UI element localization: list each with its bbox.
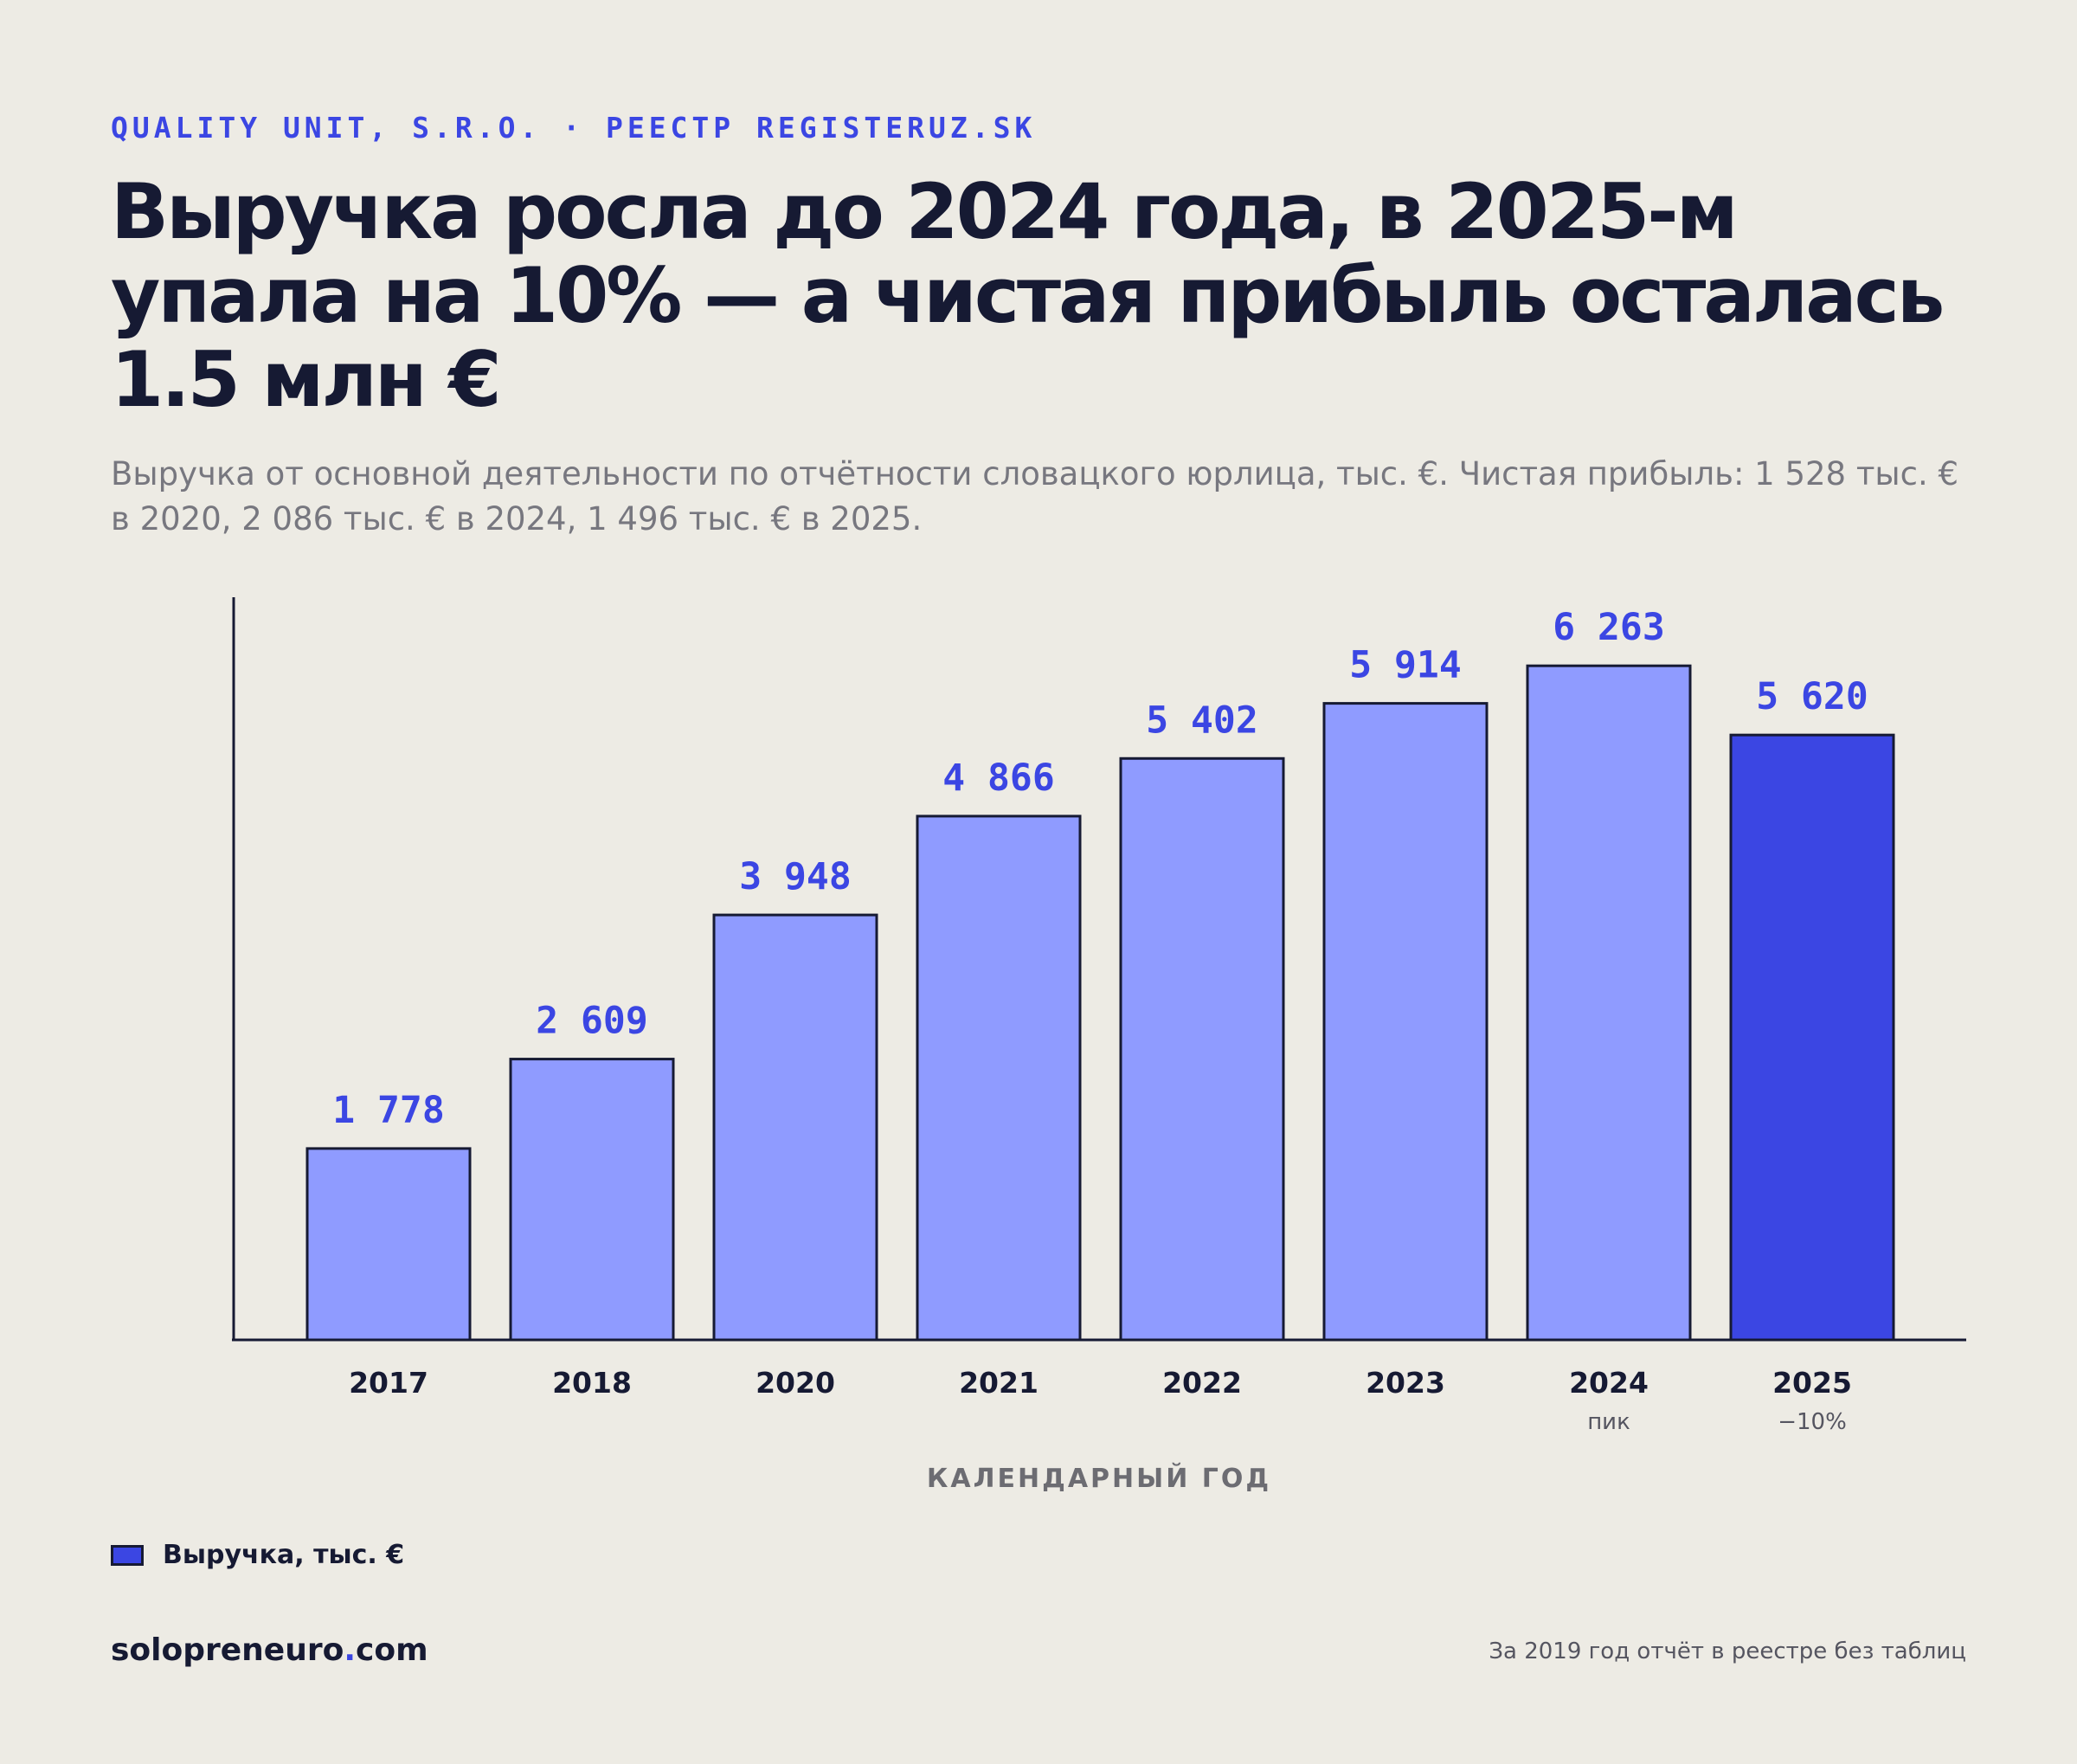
bar-2018 xyxy=(509,1058,675,1342)
legend-label: Выручка, тыс. € xyxy=(163,1540,405,1570)
bar-2025 xyxy=(1729,733,1895,1342)
bar-value-label-2021: 4 866 xyxy=(942,756,1054,800)
kicker: QUALITY UNIT, S.R.O. · РЕЕСТР REGISTERUZ… xyxy=(111,111,1037,145)
footnote: За 2019 год отчёт в реестре без таблиц xyxy=(1489,1638,1966,1664)
x-tick-label-2025: 2025 xyxy=(1772,1366,1852,1400)
bar-value-label-2023: 5 914 xyxy=(1349,644,1461,687)
bar-value-label-2017: 1 778 xyxy=(332,1089,444,1132)
labels-layer: 1 778 2017 2 609 2018 3 948 2020 4 866 2021 5 40… xyxy=(332,606,1868,1435)
bar-2022 xyxy=(1119,756,1285,1342)
x-tick-note-2024: пик xyxy=(1587,1409,1630,1435)
bar-2023 xyxy=(1322,702,1489,1342)
brand-main: solopreneuro xyxy=(111,1632,344,1668)
bar-value-label-2024: 6 263 xyxy=(1553,606,1664,649)
x-tick-label-2020: 2020 xyxy=(756,1366,835,1400)
page-title: Выручка росла до 2024 года, в 2025-м упа… xyxy=(111,167,1945,424)
x-tick-label-2017: 2017 xyxy=(349,1366,428,1400)
x-tick-label-2021: 2021 xyxy=(959,1366,1038,1400)
legend-swatch xyxy=(111,1544,144,1566)
brand-dot: . xyxy=(344,1632,357,1668)
bar-value-label-2018: 2 609 xyxy=(536,1000,647,1043)
bar-2021 xyxy=(916,814,1082,1342)
brand-logo: solopreneuro.com xyxy=(111,1632,428,1668)
x-tick-label-2018: 2018 xyxy=(552,1366,632,1400)
page-subtitle: Выручка от основной деятельности по отчё… xyxy=(111,455,1959,538)
legend: Выручка, тыс. € xyxy=(111,1540,404,1570)
bar-value-label-2025: 5 620 xyxy=(1756,675,1868,718)
bar-2024 xyxy=(1526,664,1692,1342)
bar-2020 xyxy=(712,913,878,1342)
x-tick-label-2022: 2022 xyxy=(1162,1366,1242,1400)
bar-2017 xyxy=(305,1147,472,1342)
x-axis-title: КАЛЕНДАРНЫЙ ГОД xyxy=(927,1463,1271,1494)
bars-layer xyxy=(305,664,1895,1342)
bar-value-label-2020: 3 948 xyxy=(739,855,851,898)
x-tick-label-2024: 2024 xyxy=(1569,1366,1649,1400)
x-tick-note-2025: −10% xyxy=(1778,1409,1847,1435)
bar-value-label-2022: 5 402 xyxy=(1146,699,1257,742)
brand-tld: com xyxy=(356,1632,428,1668)
x-tick-label-2023: 2023 xyxy=(1366,1366,1445,1400)
